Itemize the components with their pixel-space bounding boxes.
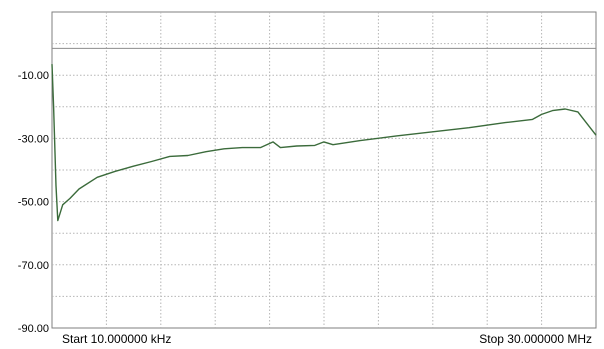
y-tick-label: -50.00 <box>18 197 49 209</box>
y-axis-ticks: -10.00 -30.00 -50.00 -70.00 -90.00 <box>18 70 49 335</box>
data-series-line <box>51 64 597 222</box>
start-frequency-label: Start 10.000000 kHz <box>62 332 171 346</box>
y-tick-label: -30.00 <box>18 133 49 145</box>
y-tick-label: -90.00 <box>18 323 49 335</box>
stop-frequency-label: Stop 30.000000 MHz <box>479 332 592 346</box>
y-tick-label: -70.00 <box>18 260 49 272</box>
y-tick-label: -10.00 <box>18 70 49 82</box>
grid <box>52 12 596 328</box>
